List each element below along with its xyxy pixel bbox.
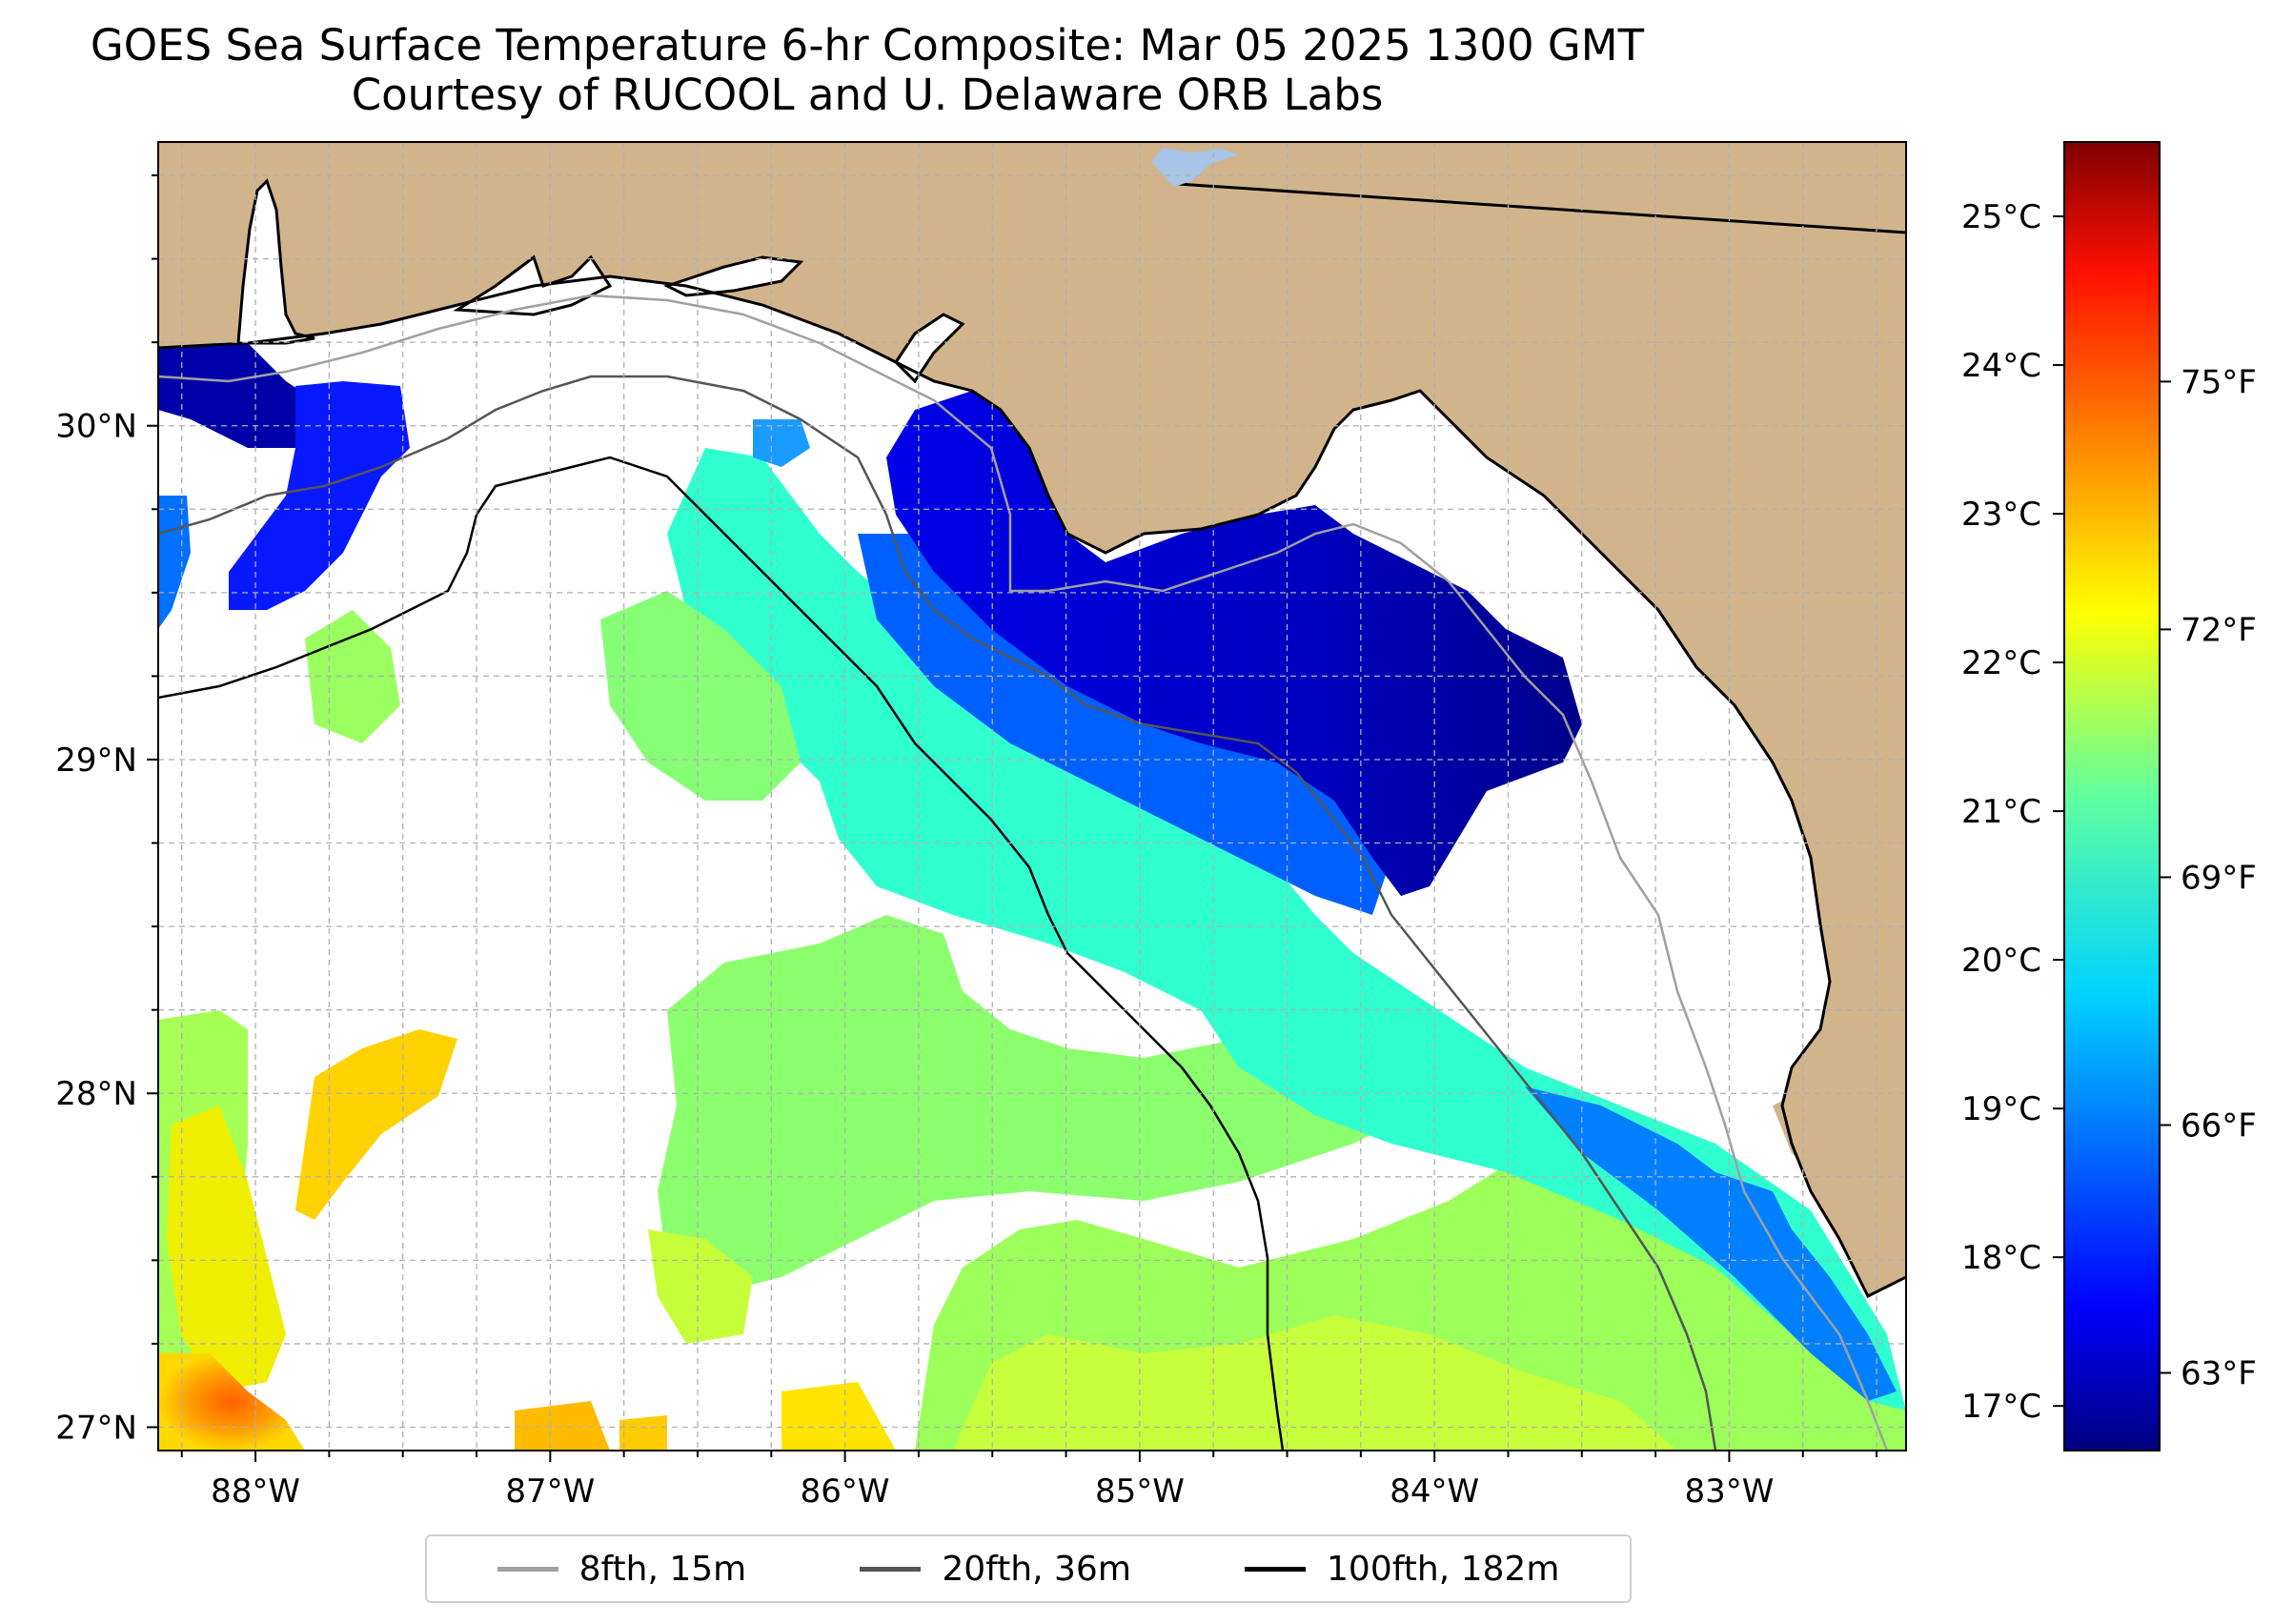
- legend-item-20fth: 20fth, 36m: [860, 1550, 1131, 1589]
- sst-patch-green-west: [600, 591, 801, 801]
- lon-tick-label: 83°W: [1684, 1472, 1774, 1511]
- lon-tick-label: 86°W: [801, 1472, 890, 1511]
- coastline: [158, 274, 1906, 1299]
- legend-label-100fth: 100fth, 182m: [1327, 1549, 1560, 1589]
- sst-patch-small-blue: [753, 419, 810, 467]
- title-line-2: Courtesy of RUCOOL and U. Delaware ORB L…: [351, 70, 1384, 120]
- coastal-bay-3: [894, 313, 965, 384]
- map-axis-ticks: 88°W 87°W 86°W 85°W 84°W 83°W 27°N 28°N 29°N 30°N: [55, 174, 1878, 1511]
- map-title: GOES Sea Surface Temperature 6-hr Compos…: [0, 21, 2293, 120]
- sst-patch-south-orange-2: [619, 1415, 667, 1451]
- lon-tick-label: 85°W: [1095, 1472, 1185, 1511]
- sst-patch-nw-edge: [158, 496, 191, 629]
- sst-patch-south-orange-1: [515, 1401, 610, 1451]
- sst-patch-blue-se: [1525, 1086, 1897, 1401]
- legend-label-20fth: 20fth, 36m: [942, 1549, 1131, 1589]
- lon-tick-label: 87°W: [505, 1472, 595, 1511]
- sst-patch-sw-warm: [158, 1353, 305, 1451]
- sst-patch-yellowgreen-mid: [648, 1229, 753, 1344]
- sst-patch-south-yellow-2: [781, 1382, 896, 1451]
- state-boundary: [1177, 182, 1906, 234]
- contour-legend: 8fth, 15m 20fth, 36m 100fth, 182m: [425, 1534, 1632, 1603]
- sst-patch-yellow-strip: [295, 1029, 457, 1220]
- legend-swatch-100fth: [1245, 1566, 1307, 1572]
- legend-item-8fth: 8fth, 15m: [497, 1549, 747, 1589]
- mobile-bay: [236, 178, 315, 345]
- map-plot-area: [158, 142, 1906, 1451]
- map-gridlines: [158, 142, 1906, 1451]
- title-line-1: GOES Sea Surface Temperature 6-hr Compos…: [90, 20, 1645, 71]
- lon-tick-label: 88°W: [211, 1472, 300, 1511]
- lat-tick-label: 30°N: [55, 408, 137, 446]
- lat-tick-label: 28°N: [55, 1075, 137, 1113]
- legend-item-100fth: 100fth, 182m: [1245, 1550, 1559, 1589]
- land-panhandle: [158, 142, 1906, 1296]
- sst-patch-west-yellow: [167, 1106, 286, 1391]
- sst-patch-south-yellow: [953, 1315, 1677, 1451]
- lat-tick-label: 27°N: [55, 1409, 137, 1447]
- map-frame: [157, 141, 1907, 1451]
- coastal-bay-2: [663, 255, 804, 297]
- lon-tick-label: 84°W: [1390, 1472, 1479, 1511]
- contour-100fth: [158, 456, 1285, 1451]
- contour-8fth: [158, 294, 1889, 1451]
- lat-tick-label: 29°N: [55, 741, 137, 780]
- legend-label-8fth: 8fth, 15m: [578, 1549, 747, 1589]
- contour-20fth: [158, 375, 1717, 1451]
- legend-swatch-8fth: [497, 1566, 558, 1572]
- lake-seminole: [1151, 148, 1239, 187]
- legend-swatch-20fth: [860, 1566, 922, 1572]
- sst-patch-nw-blue: [229, 381, 410, 610]
